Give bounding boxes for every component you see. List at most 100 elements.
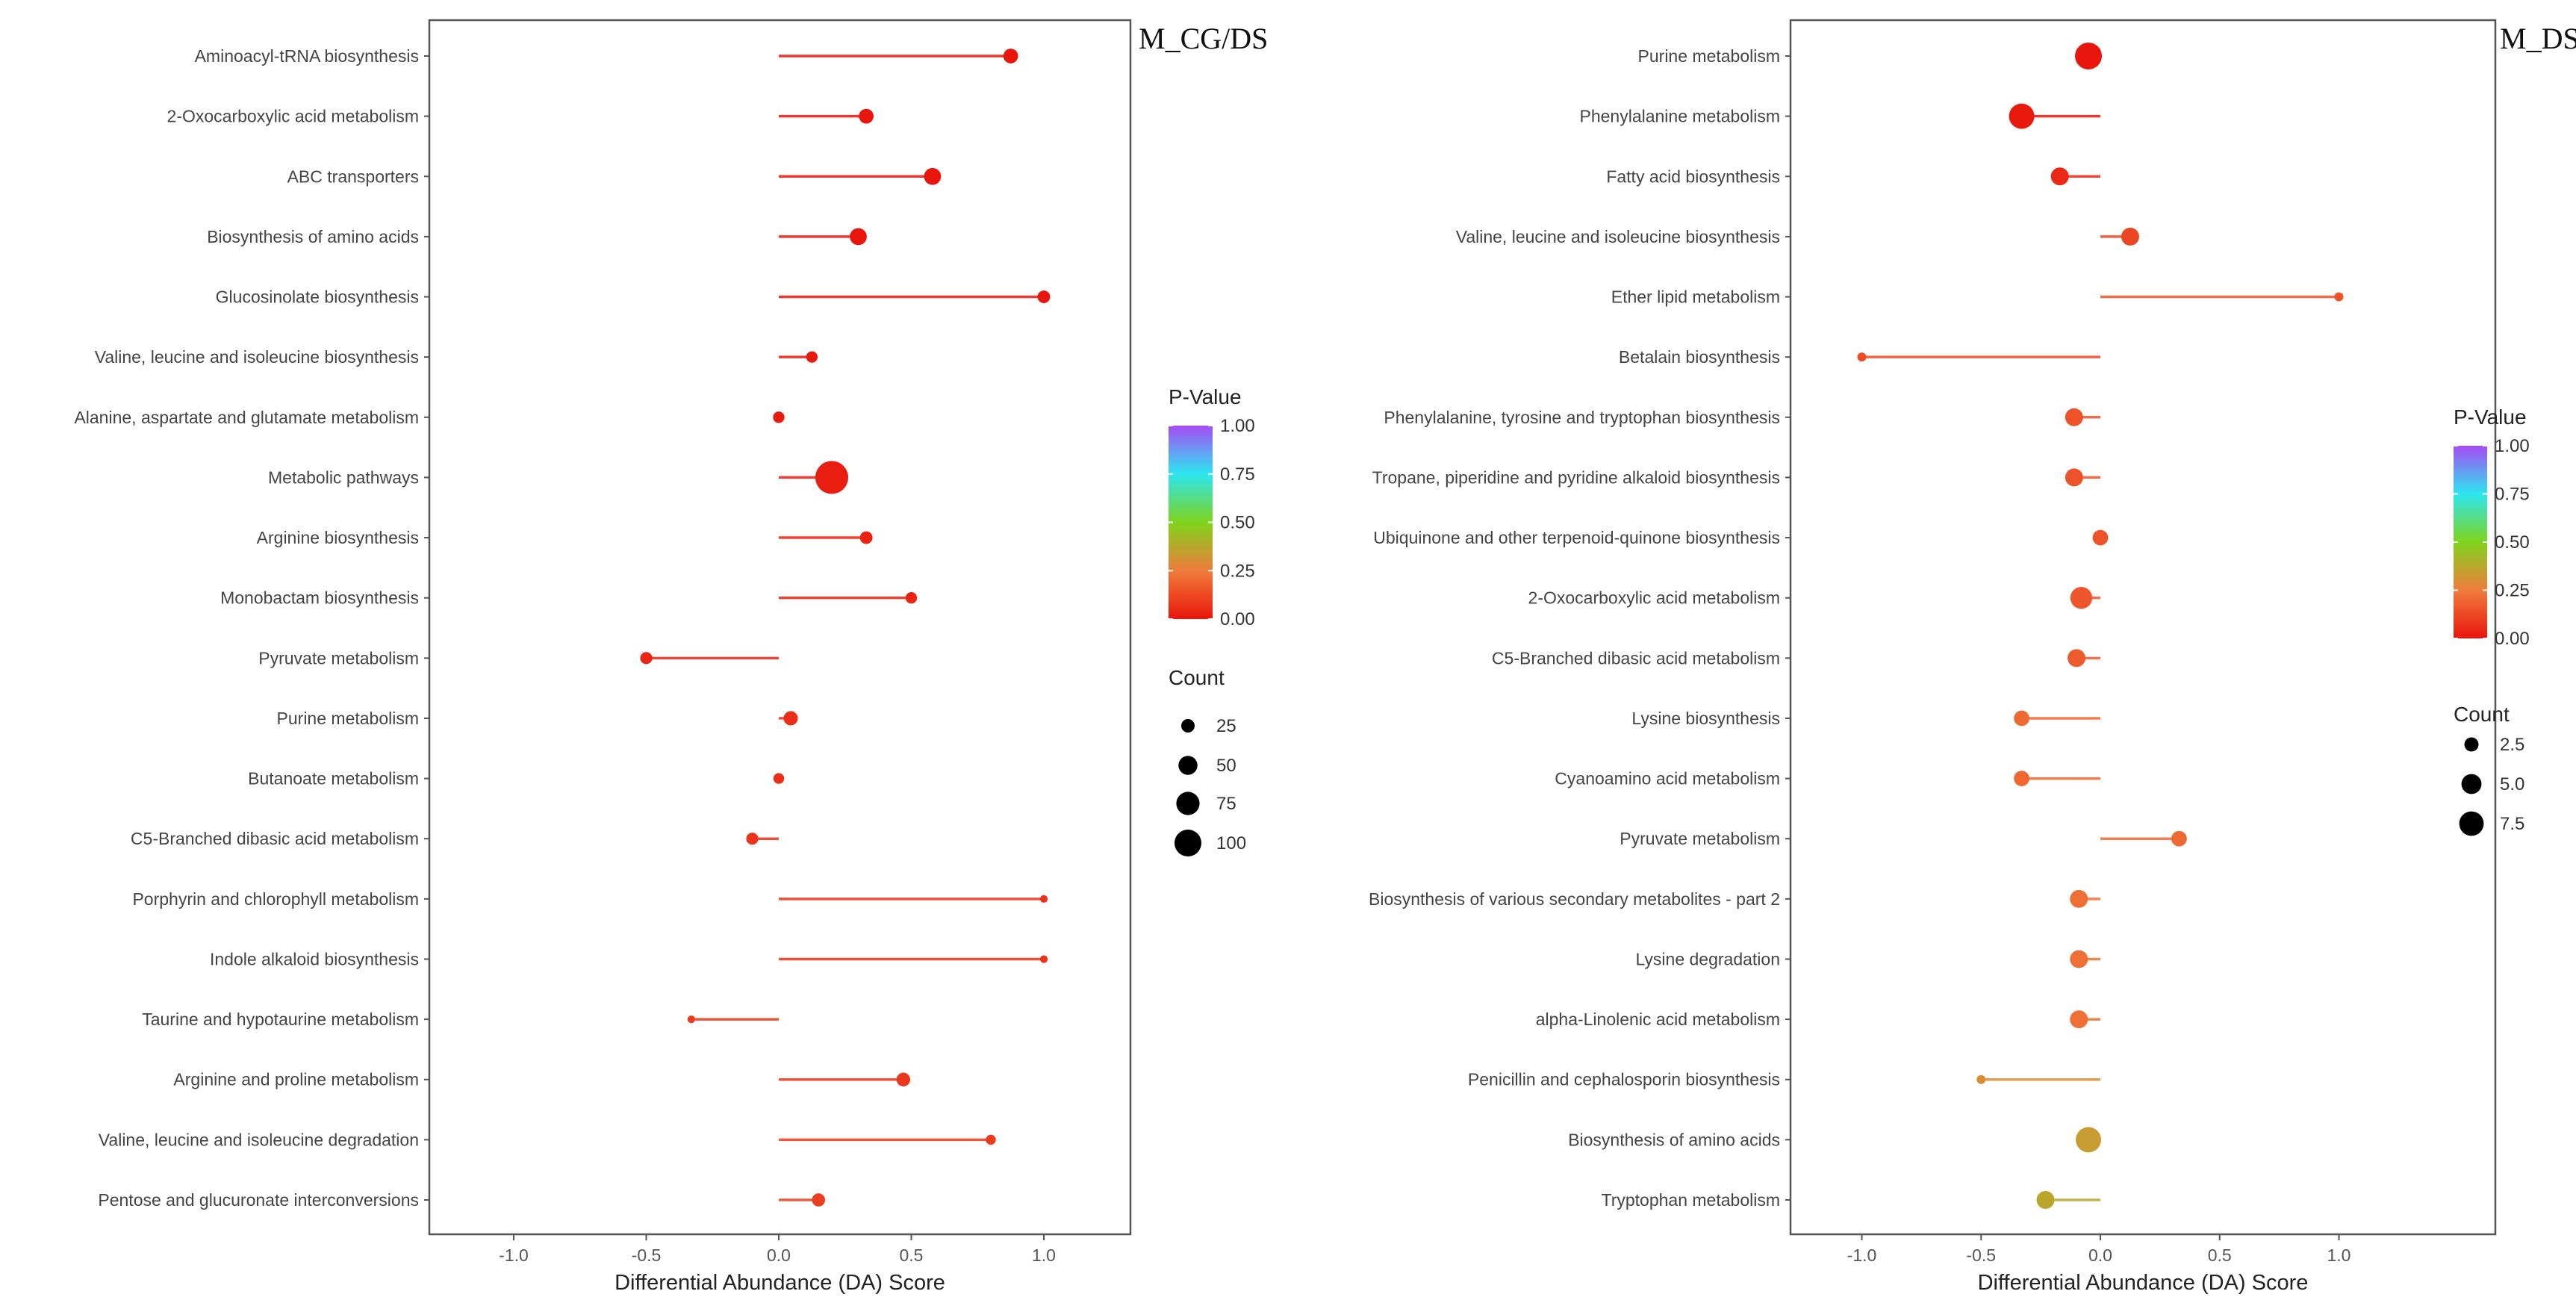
- lollipop-point: [986, 1134, 996, 1145]
- lollipop-point: [2092, 529, 2109, 546]
- lollipop-point: [1039, 955, 1048, 963]
- colorbar-tick-label: 0.75: [2495, 485, 2530, 505]
- y-tick-label: Cyanoamino acid metabolism: [1555, 769, 1780, 789]
- colorbar-tick-label: 0.25: [1220, 561, 1255, 581]
- y-tick-label: 2-Oxocarboxylic acid metabolism: [1528, 588, 1780, 608]
- lollipop-point: [2014, 710, 2029, 727]
- lollipop-point: [2070, 586, 2093, 609]
- lollipop-point: [2171, 830, 2187, 847]
- lollipop-point: [1003, 49, 1018, 63]
- count-legend-label: 2.5: [2500, 735, 2524, 755]
- y-tick-label: Tropane, piperidine and pyridine alkaloi…: [1372, 467, 1780, 487]
- lollipop-point: [2070, 889, 2088, 908]
- pvalue-colorbar: [2454, 446, 2487, 638]
- count-legend-dot: [2464, 737, 2479, 752]
- lollipop-point: [2070, 1010, 2088, 1029]
- lollipop-point: [746, 833, 759, 845]
- lollipop-point: [812, 1193, 826, 1207]
- y-tick-label: Penicillin and cephalosporin biosynthesi…: [1468, 1070, 1780, 1089]
- colorbar-tick-label: 0.50: [2495, 532, 2530, 553]
- colorbar-tick-label: 0.50: [1220, 513, 1255, 533]
- x-tick-label: -1.0: [1847, 1245, 1877, 1265]
- lollipop-point: [1039, 895, 1048, 903]
- y-tick-label: Valine, leucine and isoleucine degradati…: [99, 1130, 419, 1149]
- count-legend-label: 25: [1216, 716, 1236, 736]
- y-tick-label: Arginine and proline metabolism: [173, 1070, 419, 1089]
- y-tick-label: Arginine biosynthesis: [257, 528, 419, 547]
- y-tick-label: Biosynthesis of amino acids: [207, 227, 419, 246]
- y-tick-label: 2-Oxocarboxylic acid metabolism: [167, 107, 419, 126]
- lollipop-point: [2009, 103, 2035, 129]
- x-tick-label: -0.5: [632, 1245, 662, 1265]
- y-tick-label: ABC transporters: [287, 167, 419, 186]
- lollipop-point: [806, 351, 818, 363]
- y-tick-label: Ubiquinone and other terpenoid-quinone b…: [1373, 528, 1780, 547]
- pvalue-legend-title: P-Value: [1169, 385, 1242, 408]
- y-tick-label: Butanoate metabolism: [248, 769, 419, 789]
- lollipop-point: [905, 592, 918, 604]
- lollipop-point: [2334, 292, 2344, 302]
- plot-frame: [428, 19, 1132, 1236]
- count-legend-dot: [1178, 756, 1198, 775]
- lollipop-point: [2050, 167, 2069, 186]
- y-tick-label: Valine, leucine and isoleucine biosynthe…: [1456, 227, 1780, 246]
- y-tick-label: Pentose and glucuronate interconversions: [98, 1190, 419, 1210]
- colorbar-tick-label: 0.25: [2495, 581, 2530, 601]
- count-legend-dot: [1175, 830, 1201, 856]
- lollipop-point: [815, 461, 849, 494]
- panel-2: Purine metabolism Phenylalanine metabolis…: [1369, 19, 2576, 1295]
- lollipop-point: [687, 1016, 695, 1024]
- lollipop-point: [783, 711, 798, 726]
- lollipop-point: [2075, 43, 2103, 69]
- y-tick-label: Porphyrin and chlorophyll metabolism: [132, 889, 419, 909]
- lollipop-point: [2121, 227, 2139, 246]
- y-tick-label: Alanine, aspartate and glutamate metabol…: [74, 408, 419, 427]
- panel-1: Aminoacyl-tRNA biosynthesis 2-Oxocarboxyl…: [74, 19, 1268, 1295]
- pvalue-colorbar: [1169, 426, 1213, 619]
- y-tick-label: Glucosinolate biosynthesis: [216, 287, 419, 307]
- lollipop-point: [859, 531, 873, 544]
- count-legend-label: 75: [1216, 794, 1236, 814]
- count-legend-label: 7.5: [2500, 814, 2524, 834]
- x-axis-title: Differential Abundance (DA) Score: [615, 1271, 945, 1295]
- y-tick-label: Purine metabolism: [277, 709, 419, 728]
- y-tick-label: Taurine and hypotaurine metabolism: [142, 1010, 419, 1029]
- lollipop-point: [2065, 408, 2083, 426]
- lollipop-point: [640, 652, 653, 665]
- lollipop-point: [896, 1072, 911, 1086]
- colorbar-tick-label: 1.00: [2495, 436, 2530, 456]
- y-tick-label: Pyruvate metabolism: [258, 648, 419, 668]
- y-tick-label: Ether lipid metabolism: [1611, 287, 1780, 307]
- y-tick-label: Aminoacyl-tRNA biosynthesis: [195, 46, 419, 66]
- colorbar-tick-label: 0.00: [2495, 629, 2530, 649]
- y-tick-label: Tryptophan metabolism: [1602, 1190, 1780, 1210]
- x-tick-label: 0.0: [767, 1245, 791, 1265]
- lollipop-point: [924, 167, 942, 185]
- y-tick-label: C5-Branched dibasic acid metabolism: [1492, 648, 1780, 668]
- colorbar-tick-label: 1.00: [1220, 416, 1255, 436]
- colorbar-tick-label: 0.00: [1220, 609, 1255, 629]
- y-tick-label: C5-Branched dibasic acid metabolism: [131, 829, 419, 848]
- x-tick-label: 0.0: [2088, 1245, 2112, 1265]
- y-tick-label: Monobactam biosynthesis: [220, 588, 419, 608]
- count-legend-title: Count: [2454, 703, 2510, 726]
- colorbar-tick-label: 0.75: [1220, 464, 1255, 485]
- y-tick-label: alpha-Linolenic acid metabolism: [1536, 1010, 1780, 1029]
- lollipop-point: [2036, 1191, 2055, 1209]
- y-tick-label: Biosynthesis of amino acids: [1568, 1130, 1780, 1149]
- x-tick-label: -1.0: [499, 1245, 529, 1265]
- lollipop-point: [2070, 950, 2088, 968]
- x-tick-label: 0.5: [2208, 1245, 2232, 1265]
- lollipop-point: [2014, 771, 2029, 786]
- y-tick-label: Fatty acid biosynthesis: [1606, 167, 1780, 186]
- lollipop-point: [850, 228, 867, 246]
- count-legend-title: Count: [1169, 666, 1225, 689]
- x-axis-title: Differential Abundance (DA) Score: [1978, 1271, 2309, 1295]
- y-tick-label: Phenylalanine, tyrosine and tryptophan b…: [1384, 408, 1780, 427]
- count-legend-label: 100: [1216, 833, 1246, 853]
- count-legend-dot: [2459, 811, 2484, 836]
- y-tick-label: Purine metabolism: [1638, 46, 1780, 66]
- pvalue-legend-title: P-Value: [2454, 405, 2527, 429]
- plot-frame: [1789, 19, 2497, 1236]
